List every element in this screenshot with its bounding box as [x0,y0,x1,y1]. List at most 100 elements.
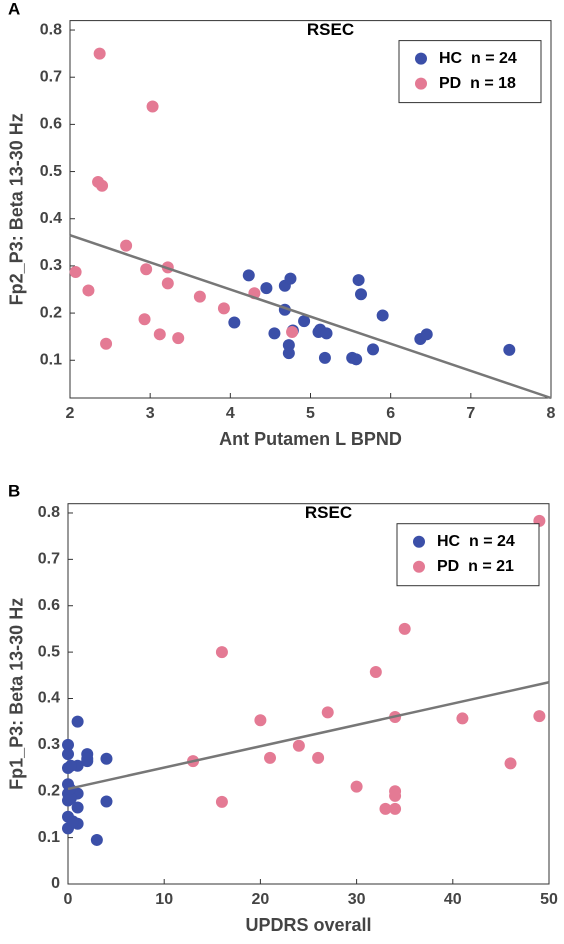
y-tick-label: 0.1 [40,351,62,368]
trend-line [67,681,550,791]
y-tick-label: 0.4 [38,690,60,707]
x-tick-label: 0 [64,891,73,908]
y-tick-label: 0.3 [40,257,62,274]
point [161,277,174,290]
panel-label: A [8,0,20,18]
y-tick-label: 0.7 [40,68,62,85]
axes-box [67,503,550,885]
x-tick-label: 50 [540,891,558,908]
point [254,714,267,727]
y-tick-label: 0.6 [38,597,60,614]
y-tick-label: 0.8 [40,21,62,38]
x-tick-label: 30 [348,891,366,908]
legend-label: HC n = 24 [437,533,515,550]
point [193,290,206,303]
x-tick-label: 4 [226,405,235,422]
y-axis-label: Fp1_P3: Beta 13-30 Hz [7,598,27,790]
point [120,239,133,252]
point [138,313,151,326]
point [228,316,241,329]
legend-marker [415,77,427,90]
point [367,343,380,356]
y-tick-label: 0.8 [38,504,60,521]
x-tick-label: 8 [547,405,556,422]
point [286,325,299,338]
legend-box [396,523,540,587]
y-tick-label: 0.7 [38,551,60,568]
trend-line [69,234,552,400]
point [69,266,82,279]
point [153,328,166,341]
legend-label: HC n = 24 [439,50,517,67]
point [90,833,103,846]
point [312,751,325,764]
point [100,337,113,350]
point [292,739,305,752]
point [81,752,94,765]
x-axis-label: UPDRS overall [245,915,371,935]
legend-label: PD n = 21 [437,558,514,575]
point [64,759,77,772]
point [456,712,469,725]
x-axis-label: Ant Putamen L BPND [219,429,402,449]
point [320,327,333,340]
legend-box [398,40,542,104]
point [264,751,277,764]
point [376,309,389,322]
point [268,327,281,340]
x-tick-label: 3 [146,405,155,422]
x-tick-label: 20 [252,891,270,908]
point [379,802,392,815]
chart-title: RSEC [307,20,354,39]
point [100,752,113,765]
point [71,715,84,728]
point [533,710,546,723]
x-tick-label: 7 [466,405,475,422]
point [62,738,74,751]
legend-marker [413,560,425,573]
point [242,269,255,282]
y-tick-label: 0.5 [38,643,60,660]
point [66,815,79,828]
point [420,328,433,341]
point [217,302,230,315]
point [82,284,95,297]
x-tick-label: 10 [155,891,173,908]
point [282,347,295,360]
point [369,666,382,679]
point [71,801,84,814]
x-tick-label: 6 [386,405,395,422]
point [215,795,228,808]
y-tick-label: 0.2 [38,782,60,799]
point [321,706,334,719]
point [389,789,402,802]
point [93,47,106,60]
point [350,780,363,793]
point [146,100,159,113]
point [215,646,228,659]
point [298,315,311,328]
point [504,757,517,770]
y-tick-label: 0.2 [40,304,62,321]
y-tick-label: 0.6 [40,116,62,133]
point [398,622,411,635]
y-tick-label: 0.3 [38,736,60,753]
y-tick-label: 0 [51,875,60,892]
point [318,351,331,364]
point [350,353,363,366]
point [284,272,297,285]
x-tick-label: 5 [306,405,315,422]
legend-label: PD n = 18 [439,75,516,92]
point [260,282,273,295]
point [355,288,368,301]
panel-label: B [8,481,20,500]
point [100,795,113,808]
point [62,748,74,761]
x-tick-label: 2 [66,405,75,422]
y-axis-label: Fp2_P3: Beta 13-30 Hz [7,113,27,305]
point [64,792,77,805]
y-tick-label: 0.4 [40,210,62,227]
point [389,802,402,815]
legend-marker [413,535,425,548]
